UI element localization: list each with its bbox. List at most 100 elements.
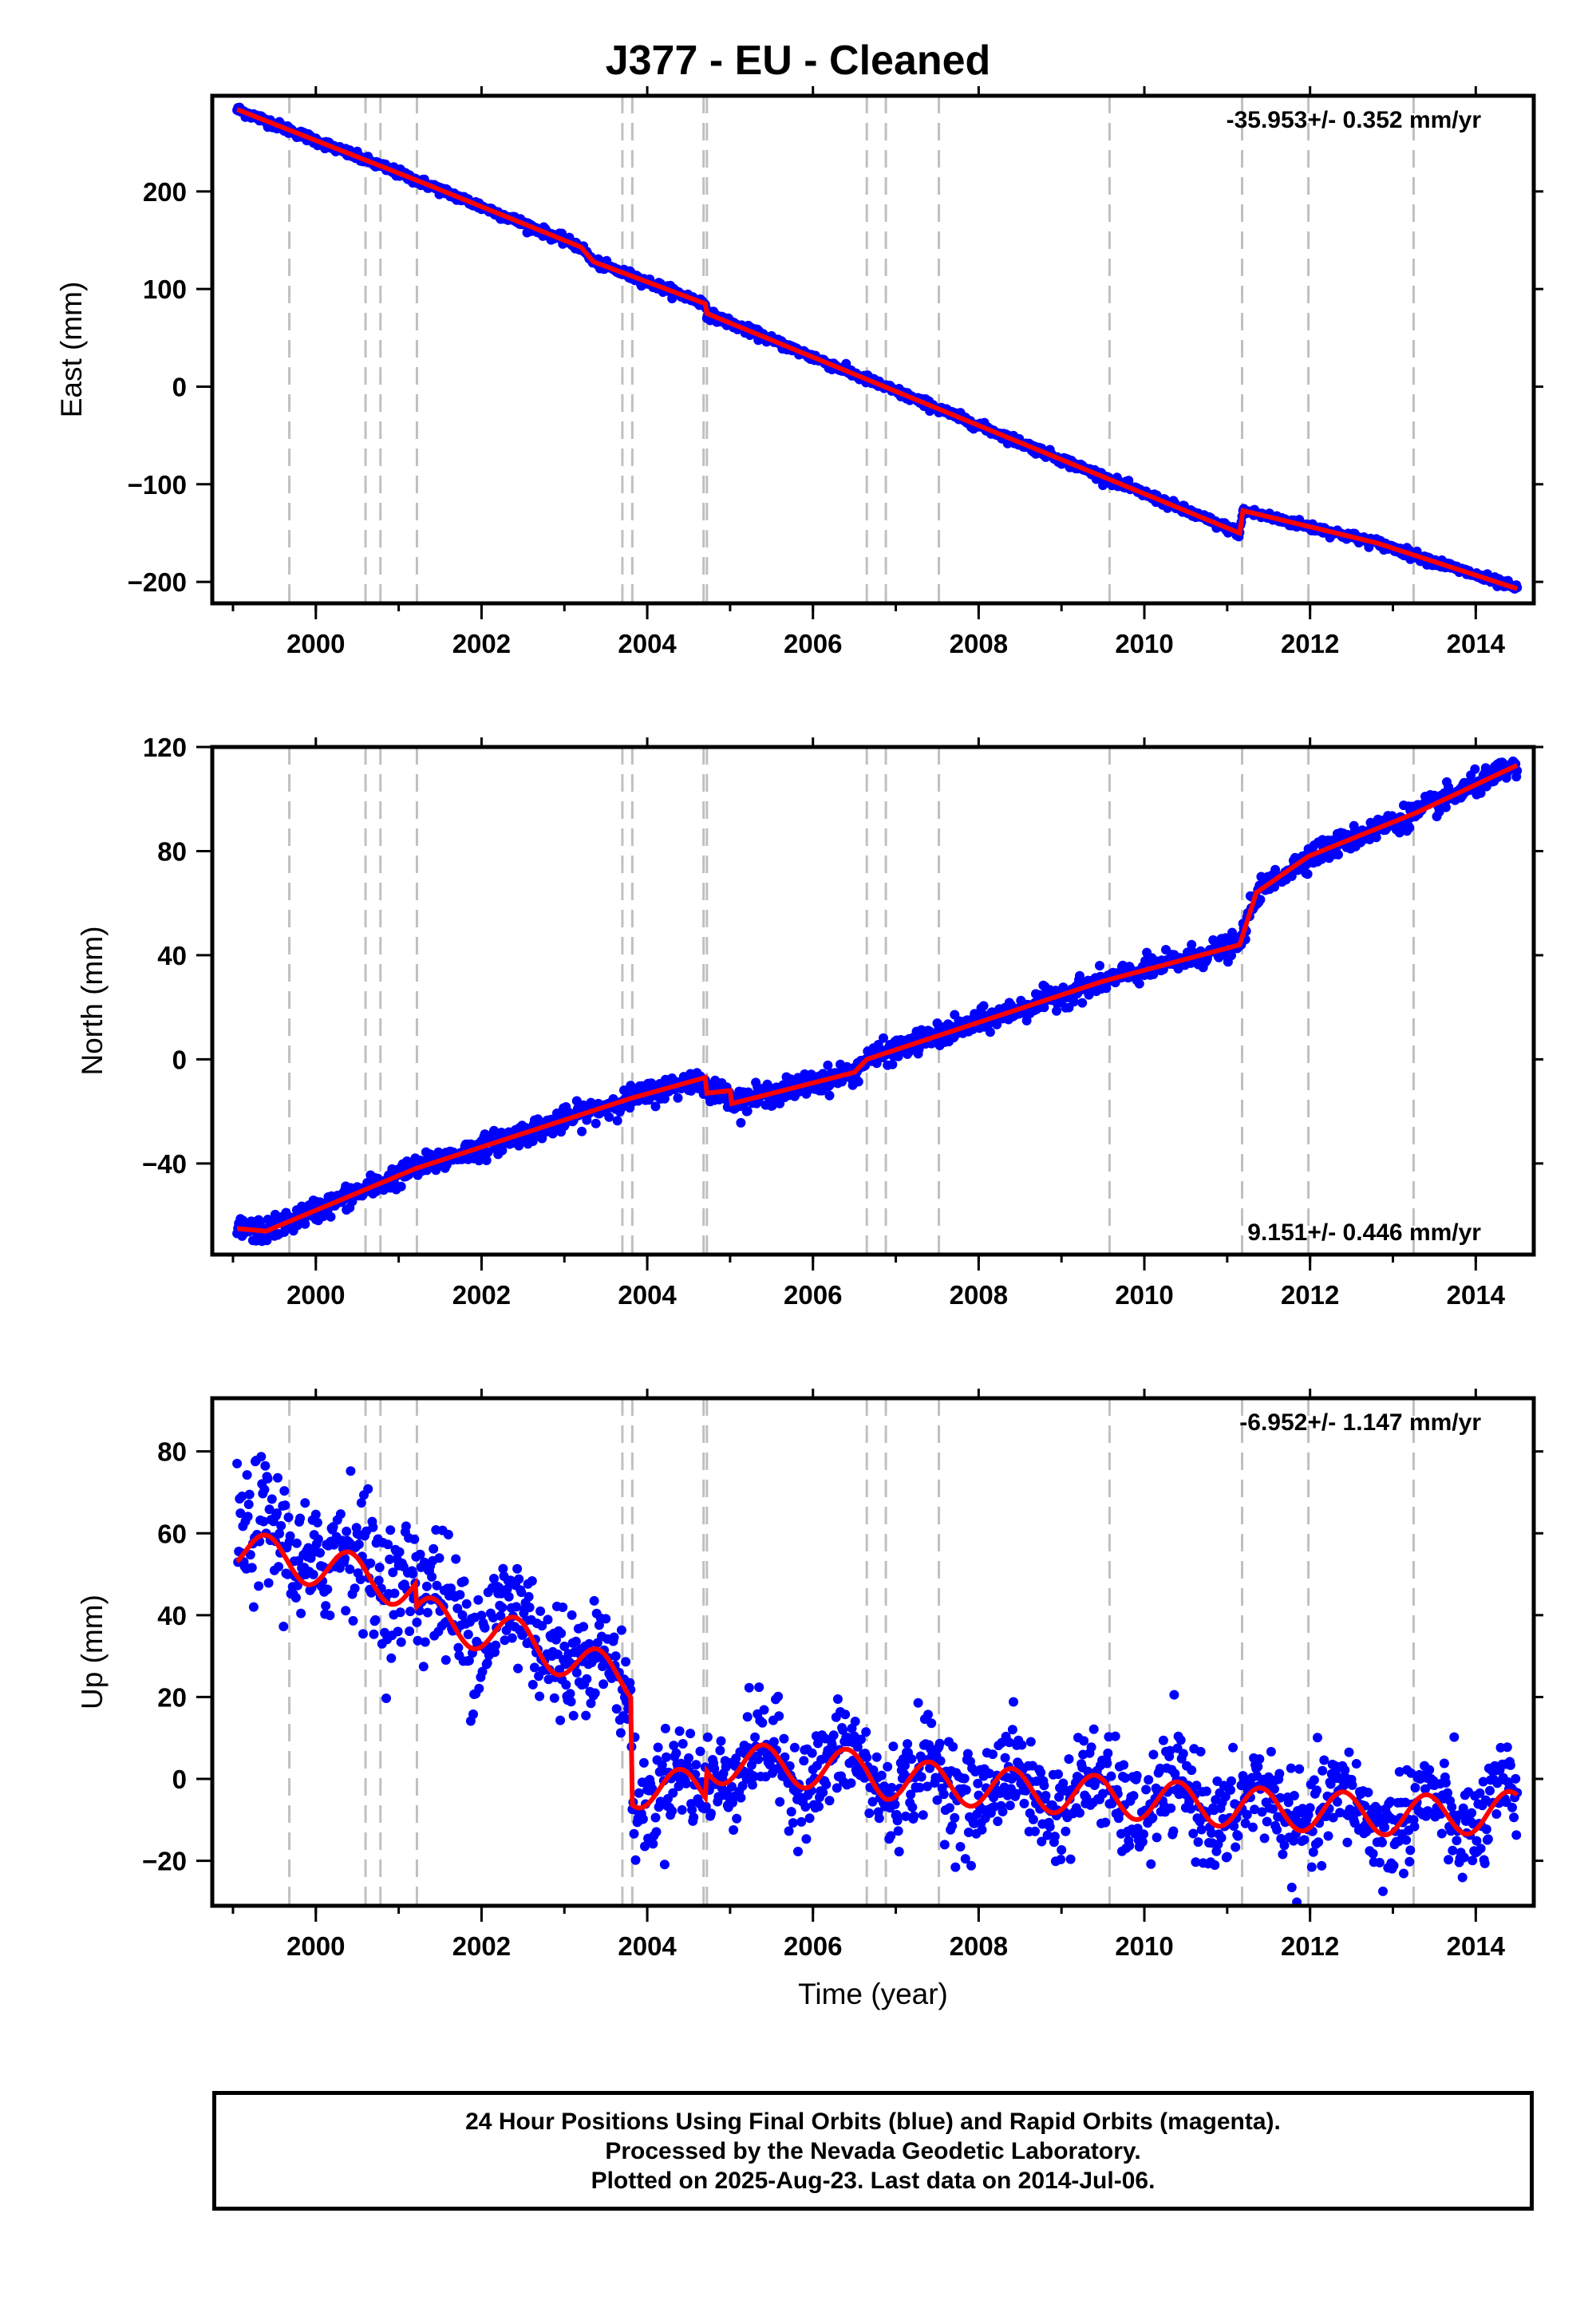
up-data-point-6 bbox=[237, 1491, 247, 1501]
up-data-point-815 bbox=[907, 1802, 918, 1812]
up-data-point-479 bbox=[629, 1828, 639, 1839]
up-data-point-1411 bbox=[1401, 1835, 1412, 1845]
up-data-point-1276 bbox=[1289, 1791, 1299, 1800]
up-data-point-537 bbox=[677, 1804, 687, 1815]
up-data-point-684 bbox=[799, 1756, 809, 1766]
up-data-point-1371 bbox=[1368, 1848, 1378, 1859]
up-data-point-255 bbox=[443, 1529, 453, 1539]
up-data-point-136 bbox=[345, 1564, 355, 1575]
up-data-point-559 bbox=[695, 1746, 705, 1757]
up-data-point-1110 bbox=[1152, 1832, 1162, 1843]
up-data-point-279 bbox=[463, 1630, 473, 1639]
up-data-point-1055 bbox=[1106, 1771, 1116, 1781]
north-data-point-901 bbox=[978, 1001, 989, 1011]
up-x-tick-label-2014: 2014 bbox=[1447, 1931, 1506, 1961]
east-x-tick-label-2004: 2004 bbox=[618, 629, 677, 658]
up-data-point-194 bbox=[393, 1626, 403, 1637]
up-data-point-217 bbox=[412, 1617, 422, 1627]
east-x-tick-label-2012: 2012 bbox=[1281, 629, 1339, 658]
up-data-point-98 bbox=[313, 1534, 323, 1544]
up-data-point-463 bbox=[615, 1728, 626, 1738]
north-data-point-532 bbox=[673, 1093, 683, 1103]
north-data-point-459 bbox=[612, 1116, 622, 1126]
up-data-point-715 bbox=[824, 1796, 835, 1806]
up-data-point-1512 bbox=[1485, 1785, 1495, 1796]
up-data-point-1342 bbox=[1344, 1747, 1354, 1757]
up-data-point-299 bbox=[480, 1622, 490, 1633]
up-data-point-629 bbox=[753, 1754, 764, 1765]
up-data-point-1070 bbox=[1119, 1760, 1129, 1770]
up-data-point-860 bbox=[945, 1803, 954, 1813]
up-data-point-368 bbox=[537, 1621, 547, 1631]
north-data-point-505 bbox=[650, 1101, 661, 1112]
up-data-point-432 bbox=[590, 1688, 600, 1698]
up-data-point-1160 bbox=[1193, 1837, 1203, 1848]
up-data-point-185 bbox=[385, 1525, 396, 1535]
north-data-point-449 bbox=[604, 1112, 614, 1122]
up-data-point-1351 bbox=[1351, 1759, 1361, 1769]
up-data-point-677 bbox=[793, 1847, 803, 1856]
up-data-point-402 bbox=[565, 1689, 575, 1699]
up-data-point-1151 bbox=[1186, 1804, 1196, 1814]
up-data-point-149 bbox=[355, 1575, 365, 1584]
up-data-point-506 bbox=[651, 1827, 662, 1837]
up-data-point-995 bbox=[1057, 1845, 1067, 1855]
up-data-point-1139 bbox=[1175, 1735, 1186, 1745]
up-data-point-277 bbox=[461, 1599, 472, 1609]
up-data-point-309 bbox=[488, 1613, 498, 1622]
up-data-point-1346 bbox=[1347, 1780, 1357, 1790]
up-data-point-1421 bbox=[1409, 1821, 1420, 1832]
up-data-point-584 bbox=[716, 1736, 726, 1746]
up-data-point-1106 bbox=[1148, 1749, 1159, 1760]
up-data-point-397 bbox=[561, 1680, 571, 1690]
up-data-point-936 bbox=[1007, 1725, 1017, 1735]
up-data-point-1305 bbox=[1314, 1837, 1324, 1848]
up-data-point-196 bbox=[394, 1547, 405, 1557]
up-data-point-525 bbox=[667, 1806, 678, 1816]
up-x-tick-label-2000: 2000 bbox=[286, 1931, 345, 1961]
up-data-point-295 bbox=[476, 1611, 487, 1621]
up-data-point-1050 bbox=[1102, 1758, 1112, 1769]
up-x-tick-label-2008: 2008 bbox=[950, 1931, 1008, 1961]
up-data-point-799 bbox=[894, 1847, 904, 1857]
north-data-point-713 bbox=[823, 1060, 833, 1070]
up-data-point-1240 bbox=[1259, 1833, 1270, 1844]
up-data-point-636 bbox=[759, 1705, 769, 1715]
up-data-point-863 bbox=[947, 1820, 958, 1831]
up-data-point-302 bbox=[482, 1658, 492, 1668]
up-data-point-1255 bbox=[1272, 1824, 1282, 1835]
up-data-point-1539 bbox=[1507, 1802, 1517, 1812]
up-data-point-809 bbox=[903, 1739, 913, 1749]
east-panel: 2000 2002 2004 2006 2008 2010 2012 2014−200−100… bbox=[55, 86, 1543, 658]
up-data-point-775 bbox=[874, 1813, 884, 1824]
up-data-point-296 bbox=[477, 1666, 488, 1677]
north-y-tick-label-0: −40 bbox=[142, 1149, 187, 1179]
up-data-point-455 bbox=[609, 1632, 619, 1642]
up-data-point-502 bbox=[648, 1839, 658, 1849]
up-data-point-29 bbox=[256, 1452, 267, 1462]
up-data-point-352 bbox=[523, 1591, 534, 1602]
up-data-point-132 bbox=[342, 1526, 352, 1536]
up-data-point-918 bbox=[993, 1816, 1003, 1827]
up-data-point-1152 bbox=[1187, 1765, 1197, 1776]
up-data-point-1199 bbox=[1226, 1784, 1235, 1795]
up-data-point-720 bbox=[828, 1730, 839, 1741]
up-data-point-838 bbox=[926, 1718, 937, 1729]
up-data-point-505 bbox=[650, 1812, 661, 1823]
north-x-tick-label-2006: 2006 bbox=[784, 1280, 842, 1310]
north-data-point-989 bbox=[1052, 1006, 1061, 1016]
up-data-point-337 bbox=[512, 1602, 521, 1612]
up-data-point-1200 bbox=[1227, 1776, 1236, 1786]
footer-line-dates: Plotted on 2025-Aug-23. Last data on 201… bbox=[591, 2167, 1156, 2194]
up-data-point-172 bbox=[374, 1563, 385, 1572]
up-y-tick-label-0: −20 bbox=[142, 1847, 187, 1876]
up-data-point-1479 bbox=[1457, 1872, 1468, 1883]
up-data-point-991 bbox=[1053, 1769, 1063, 1780]
up-data-point-1310 bbox=[1317, 1765, 1328, 1776]
up-data-point-457 bbox=[610, 1651, 621, 1662]
up-y-tick-label-5: 80 bbox=[157, 1437, 187, 1467]
up-data-point-167 bbox=[370, 1614, 381, 1625]
up-data-point-673 bbox=[789, 1742, 800, 1753]
up-data-point-258 bbox=[446, 1583, 456, 1594]
up-data-point-14 bbox=[243, 1500, 254, 1509]
